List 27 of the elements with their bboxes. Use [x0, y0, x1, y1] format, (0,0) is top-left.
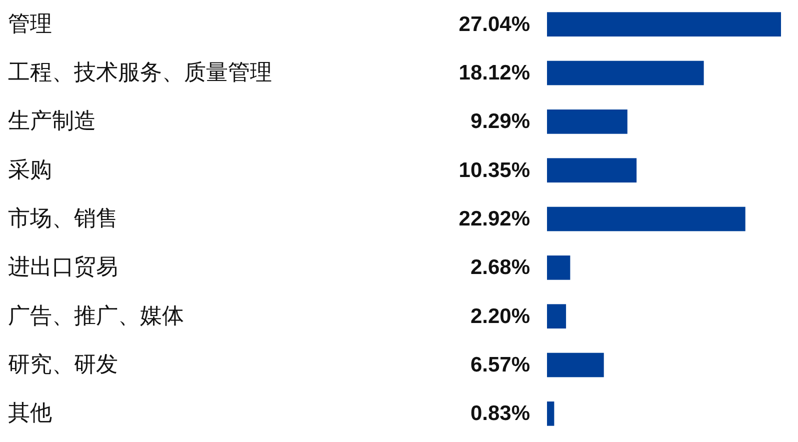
data-label: 0.83%	[470, 402, 530, 426]
bar	[547, 402, 554, 426]
data-label: 10.35%	[458, 158, 530, 182]
data-label: 2.68%	[470, 256, 530, 280]
bar	[547, 304, 566, 328]
bar	[547, 206, 746, 232]
y-tick-label: 广告、推广、媒体	[8, 304, 184, 329]
y-tick-label: 市场、销售	[8, 206, 118, 232]
data-label: 18.12%	[458, 62, 530, 84]
y-tick-label: 采购	[8, 158, 52, 183]
data-label: 6.57%	[470, 354, 530, 376]
bar	[547, 110, 628, 134]
y-tick-label: 管理	[8, 12, 52, 37]
bar	[547, 158, 637, 182]
data-label: 22.92%	[458, 208, 530, 230]
data-label: 9.29%	[470, 110, 530, 134]
data-label: 2.20%	[470, 304, 530, 328]
y-tick-label: 工程、技术服务、质量管理	[8, 60, 272, 86]
data-label: 27.04%	[458, 12, 530, 36]
y-tick-label: 研究、研发	[8, 352, 118, 378]
bar	[547, 352, 604, 378]
bar	[547, 60, 704, 86]
bar	[547, 256, 570, 280]
y-tick-label: 生产制造	[8, 109, 96, 134]
bar	[547, 12, 781, 36]
y-tick-label: 进出口贸易	[8, 255, 118, 280]
y-tick-label: 其他	[8, 401, 52, 426]
